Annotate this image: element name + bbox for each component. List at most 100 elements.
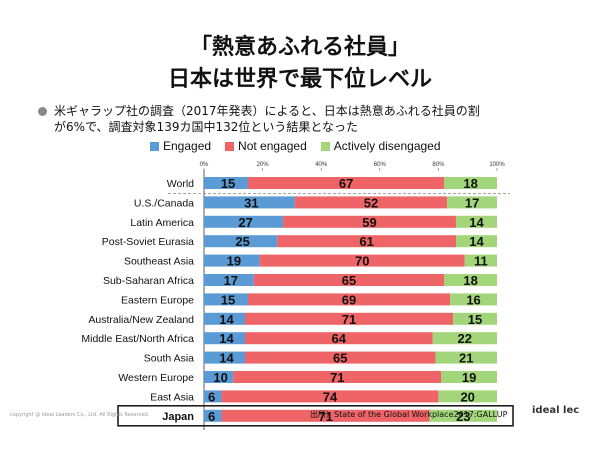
bar-segment xyxy=(204,196,295,209)
data-label: 27 xyxy=(238,215,252,230)
bar-segment xyxy=(245,351,436,364)
legend-label-engaged: Engaged xyxy=(163,139,212,153)
data-label: 25 xyxy=(235,234,249,249)
bar-segment xyxy=(253,274,445,286)
title-line-1: 「熱意あふれる社員」 xyxy=(189,35,410,60)
data-label: 16 xyxy=(466,292,480,307)
company-logo: ideal lec xyxy=(532,405,579,416)
bullet-line-1: 米ギャラップ社の調査（2017年発表）によると、日本は熱意あふれる社員の割 xyxy=(54,104,480,118)
bullet-dot-icon xyxy=(38,107,47,116)
data-label: 15 xyxy=(221,176,235,191)
bar-segment xyxy=(247,177,445,189)
data-label: 14 xyxy=(469,234,484,249)
data-label: 19 xyxy=(462,370,476,385)
data-label: 19 xyxy=(227,254,241,269)
data-label: 67 xyxy=(339,176,353,191)
category-label: Japan xyxy=(162,411,194,423)
logo-text: ideal lec xyxy=(532,405,580,416)
source-text: 出所）State of the Global Workplace2017:GAL… xyxy=(310,410,508,419)
bar-segment xyxy=(204,409,222,422)
bullet-line-2: が6%で、調査対象139カ国中132位という結果となった xyxy=(54,120,359,134)
bar-segment xyxy=(204,293,248,306)
data-label: 17 xyxy=(224,273,238,288)
bar-segment xyxy=(450,293,497,306)
data-label: 23 xyxy=(456,409,470,424)
legend-swatch-actively-disengaged xyxy=(320,141,330,151)
title-line-2: 日本は世界で最下位レベル xyxy=(167,67,432,92)
bar-segment xyxy=(245,312,454,325)
data-label: 20 xyxy=(460,389,474,404)
bar-segment xyxy=(204,254,260,267)
category-label: Latin America xyxy=(130,217,194,229)
bar-segment xyxy=(432,332,497,345)
bar-segment xyxy=(464,254,497,267)
x-tick-label: 40% xyxy=(315,162,328,168)
bar-segment xyxy=(455,235,497,248)
bar-segment xyxy=(204,332,246,345)
bar-segment xyxy=(204,274,254,286)
category-label: South Asia xyxy=(144,353,194,365)
category-label: Australia/New Zealand xyxy=(88,314,194,326)
data-label: 15 xyxy=(221,292,235,307)
data-label: 59 xyxy=(362,215,376,230)
data-label: 22 xyxy=(458,331,472,346)
bar-segment xyxy=(453,312,497,325)
category-label: Southeast Asia xyxy=(124,256,194,268)
data-label: 6 xyxy=(208,409,215,424)
x-tick-label: 60% xyxy=(374,162,387,168)
category-label: World xyxy=(167,178,194,190)
bar-segment xyxy=(429,409,497,422)
x-tick-label: 80% xyxy=(432,162,445,168)
bar-segment xyxy=(204,351,246,364)
bar-segment xyxy=(204,371,234,383)
legend-item-not-engaged: Not engaged xyxy=(225,139,307,153)
category-label: East Asia xyxy=(150,391,194,403)
x-tick-label: 20% xyxy=(257,162,270,168)
legend-label-actively-disengaged: Actively disengaged xyxy=(333,139,441,153)
data-label: 14 xyxy=(219,331,234,346)
data-label: 70 xyxy=(355,254,369,269)
category-label: Eastern Europe xyxy=(121,294,194,306)
bar-segment xyxy=(259,254,465,267)
data-label: 52 xyxy=(364,195,378,210)
legend-item-engaged: Engaged xyxy=(150,139,211,153)
bullet-text: 米ギャラップ社の調査（2017年発表）によると、日本は熱意あふれる社員の割 が6… xyxy=(54,103,574,135)
legend-label-not-engaged: Not engaged xyxy=(238,139,307,153)
data-label: 18 xyxy=(463,176,477,191)
bar-segment xyxy=(277,235,456,248)
bar-segment xyxy=(247,293,451,306)
data-label: 10 xyxy=(213,370,227,385)
category-label: Post-Soviet Eurasia xyxy=(102,236,194,248)
data-label: 17 xyxy=(465,195,479,210)
legend-swatch-engaged xyxy=(150,141,159,151)
bar-segment xyxy=(204,177,248,189)
data-label: 71 xyxy=(330,370,344,385)
legend-item-actively-disengaged: Actively disengaged xyxy=(320,139,441,153)
x-tick-label: 0% xyxy=(200,162,209,168)
data-label: 11 xyxy=(474,254,488,269)
data-label: 14 xyxy=(219,351,234,366)
data-label: 61 xyxy=(359,234,373,249)
bar-segment xyxy=(204,390,222,403)
category-label: U.S./Canada xyxy=(134,197,194,209)
chart-legend: Engaged Not engaged Actively disengaged xyxy=(150,139,441,153)
data-label: 64 xyxy=(332,331,347,346)
bar-segment xyxy=(438,390,497,403)
data-label: 69 xyxy=(342,292,356,307)
bar-segment xyxy=(294,196,448,209)
legend-swatch-not-engaged xyxy=(225,141,235,151)
data-label: 71 xyxy=(318,409,332,424)
bar-segment xyxy=(204,235,278,248)
bar-segment xyxy=(444,177,497,189)
category-label: Sub-Saharan Africa xyxy=(103,275,194,287)
bar-segment xyxy=(204,312,246,325)
category-label: Middle East/North Africa xyxy=(81,333,194,345)
category-label: Western Europe xyxy=(118,372,194,384)
bar-segment xyxy=(283,215,456,228)
bar-segment xyxy=(435,351,497,364)
bar-segment xyxy=(444,274,497,286)
data-label: 65 xyxy=(342,273,356,288)
copyright-text: copyright @ Ideal Leaders Co., Ltd. All … xyxy=(10,412,150,418)
bar-segment xyxy=(233,371,442,383)
data-label: 14 xyxy=(219,312,234,327)
